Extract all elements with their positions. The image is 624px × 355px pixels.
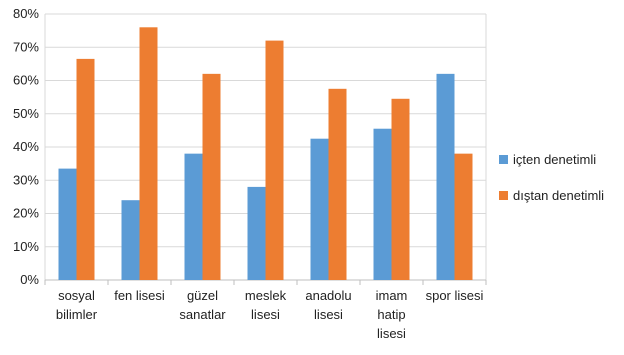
bar-icten (310, 138, 329, 280)
bar-icten (184, 153, 203, 280)
y-axis-ticks: 0% 10% 20% 30% 40% 50% 60% 70% 80% (13, 6, 39, 287)
y-tick-label: 80% (13, 6, 39, 21)
x-category-label: meslek (245, 288, 287, 303)
y-tick-label: 10% (13, 239, 39, 254)
x-category-label: lisesi (377, 326, 406, 341)
x-category-label: sosyal (58, 288, 95, 303)
y-tick-label: 20% (13, 206, 39, 221)
bar-distan (328, 88, 347, 280)
bar-icten (436, 73, 455, 280)
legend-swatch (499, 191, 508, 200)
y-tick-label: 70% (13, 39, 39, 54)
legend: içten denetimli dıştan denetimli (499, 152, 604, 203)
y-tick-label: 30% (13, 172, 39, 187)
y-tick-label: 0% (20, 272, 39, 287)
bar-distan (454, 153, 473, 280)
x-category-label: hatip (377, 307, 405, 322)
y-tick-label: 50% (13, 106, 39, 121)
x-category-label: fen lisesi (114, 288, 165, 303)
x-category-label: spor lisesi (426, 288, 484, 303)
x-category-label: lisesi (314, 307, 343, 322)
bar-distan (391, 98, 410, 280)
x-category-label: imam (376, 288, 408, 303)
legend-label: içten denetimli (513, 152, 596, 167)
bar-distan (76, 58, 95, 281)
bar-icten (58, 168, 77, 280)
x-category-label: güzel (187, 288, 218, 303)
bar-distan (265, 40, 284, 280)
bar-distan (202, 73, 221, 280)
y-tick-label: 40% (13, 139, 39, 154)
y-tick-label: 60% (13, 73, 39, 88)
bars (58, 27, 473, 281)
x-category-label: bilimler (56, 307, 98, 322)
legend-swatch (499, 155, 508, 164)
bar-icten (121, 200, 140, 280)
x-category-label: sanatlar (179, 307, 226, 322)
bar-icten (373, 128, 392, 280)
bar-distan (139, 27, 158, 280)
x-category-label: anadolu (305, 288, 351, 303)
bar-icten (247, 186, 266, 280)
x-category-label: lisesi (251, 307, 280, 322)
legend-label: dıştan denetimli (513, 188, 604, 203)
x-axis-categories: sosyal bilimler fen lisesi güzel sanatlar mes… (44, 280, 487, 341)
